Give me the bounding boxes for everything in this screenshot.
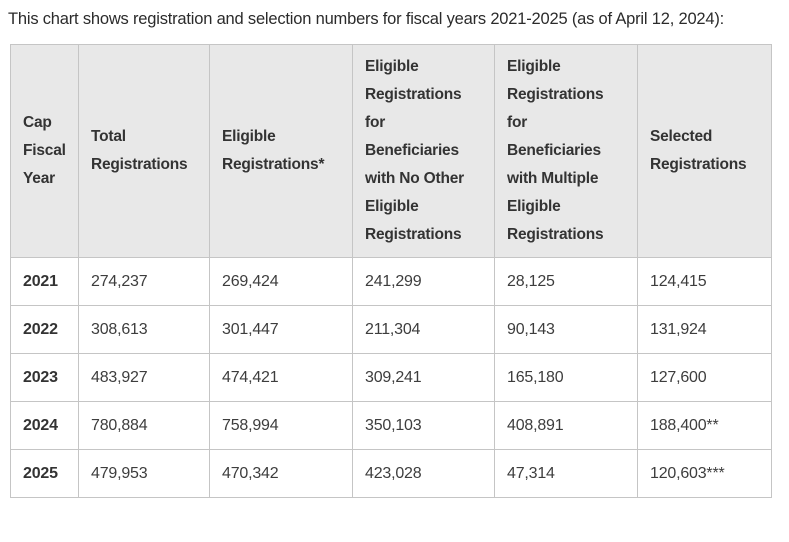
table-cell: 269,424 [209, 257, 353, 306]
col-header-total-registrations: Total Registrations [78, 44, 210, 258]
table-cell: 301,447 [209, 305, 353, 354]
table-cell: 90,143 [494, 305, 638, 354]
table-cell: 308,613 [78, 305, 210, 354]
table-row-fy2022: 2022 308,613 301,447 211,304 90,143 131,… [10, 305, 772, 354]
table-cell: 309,241 [352, 353, 495, 402]
table-caption: This chart shows registration and select… [8, 10, 725, 28]
header-row: Cap Fiscal Year Total Registrations Elig… [10, 44, 772, 258]
table-cell: 165,180 [494, 353, 638, 402]
table-row-fy2021: 2021 274,237 269,424 241,299 28,125 124,… [10, 257, 772, 306]
col-header-eligible-multiple: Eligible Registrations for Beneficiaries… [494, 44, 638, 258]
table-cell: 127,600 [637, 353, 772, 402]
table-cell: 423,028 [352, 449, 495, 498]
table-cell: 350,103 [352, 401, 495, 450]
year-cell: 2022 [10, 305, 79, 354]
table-cell: 124,415 [637, 257, 772, 306]
table-cell: 479,953 [78, 449, 210, 498]
col-header-eligible-registrations: Eligible Registrations* [209, 44, 353, 258]
year-cell: 2023 [10, 353, 79, 402]
table-body: 2021 274,237 269,424 241,299 28,125 124,… [10, 257, 772, 498]
table-cell: 131,924 [637, 305, 772, 354]
table-cell: 758,994 [209, 401, 353, 450]
table-cell: 211,304 [352, 305, 495, 354]
table-header: Cap Fiscal Year Total Registrations Elig… [10, 44, 772, 258]
table-cell: 470,342 [209, 449, 353, 498]
year-cell: 2025 [10, 449, 79, 498]
table-cell: 274,237 [78, 257, 210, 306]
table-row-fy2025: 2025 479,953 470,342 423,028 47,314 120,… [10, 449, 772, 498]
year-cell: 2024 [10, 401, 79, 450]
table-cell: 28,125 [494, 257, 638, 306]
col-header-cap-fiscal-year: Cap Fiscal Year [10, 44, 79, 258]
table-cell: 408,891 [494, 401, 638, 450]
table-row-fy2024: 2024 780,884 758,994 350,103 408,891 188… [10, 401, 772, 450]
registrations-table: Cap Fiscal Year Total Registrations Elig… [10, 44, 772, 498]
table-cell: 780,884 [78, 401, 210, 450]
table-cell: 47,314 [494, 449, 638, 498]
table-cell: 241,299 [352, 257, 495, 306]
col-header-selected-registrations: Selected Registrations [637, 44, 772, 258]
table-row-fy2023: 2023 483,927 474,421 309,241 165,180 127… [10, 353, 772, 402]
table-cell: 188,400** [637, 401, 772, 450]
col-header-eligible-no-other: Eligible Registrations for Beneficiaries… [352, 44, 495, 258]
table-cell: 483,927 [78, 353, 210, 402]
year-cell: 2021 [10, 257, 79, 306]
table-cell: 474,421 [209, 353, 353, 402]
table-cell: 120,603*** [637, 449, 772, 498]
